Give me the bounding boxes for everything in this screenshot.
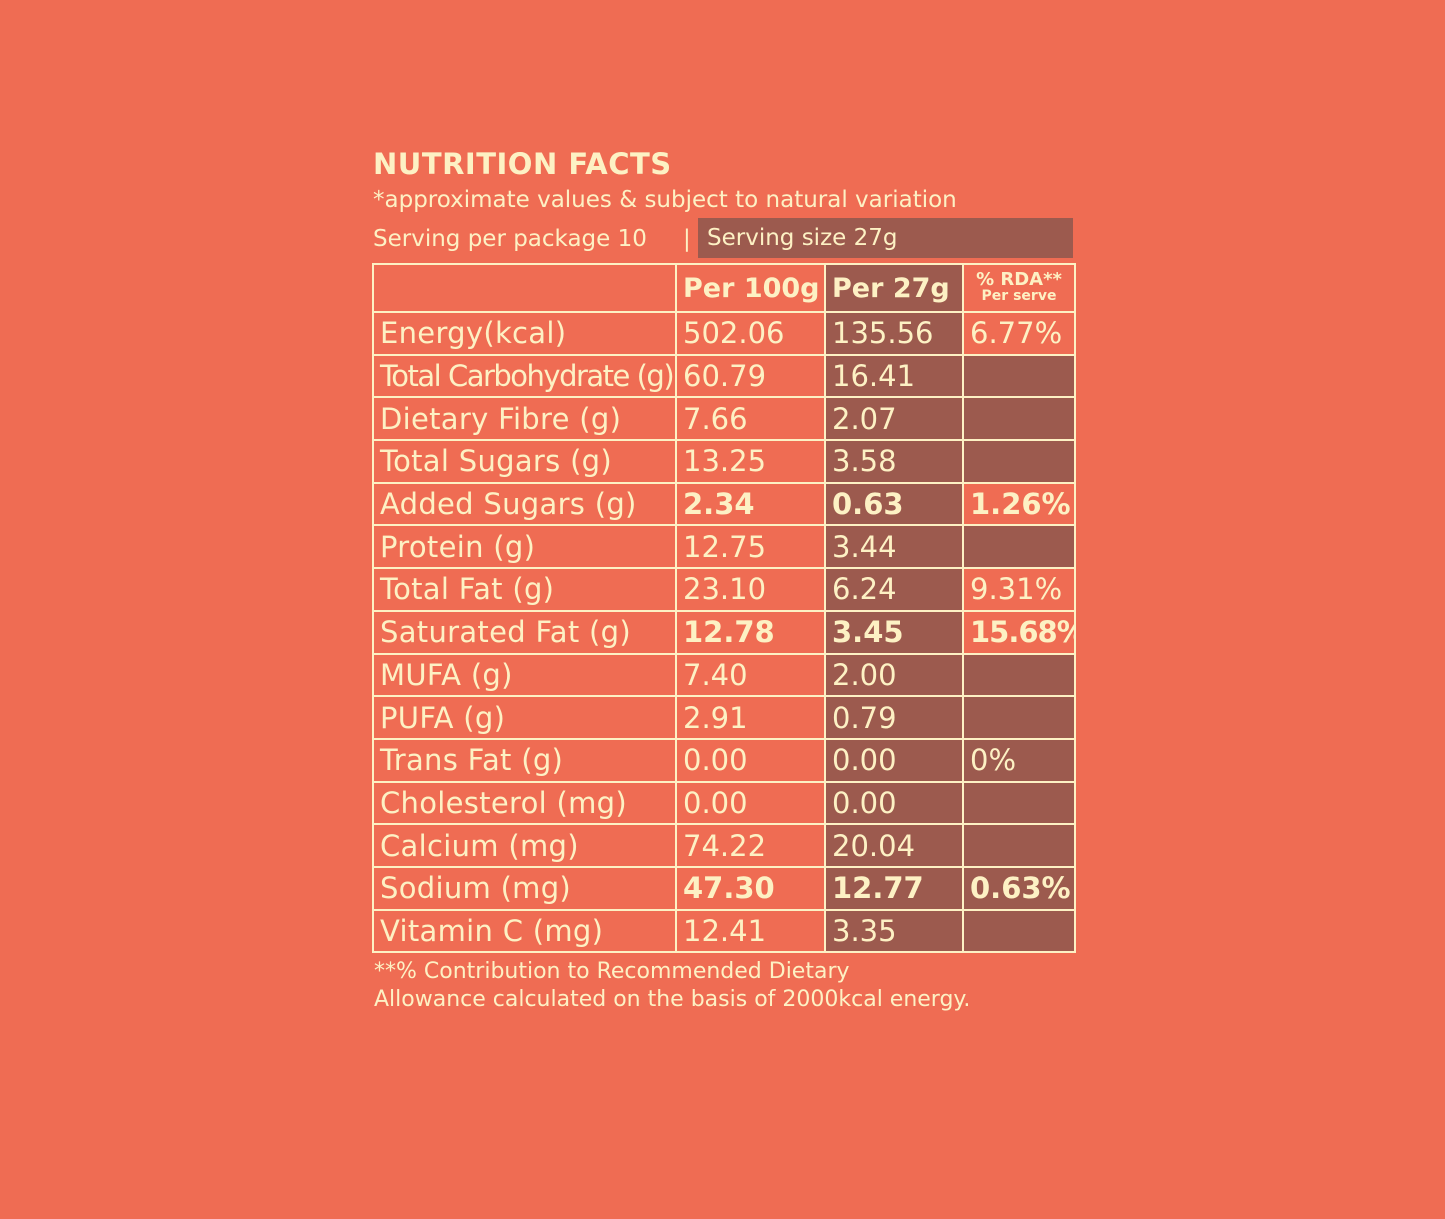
value-rda bbox=[962, 652, 1076, 698]
table-row: Saturated Fat (g) 12.78 3.45 15.68% bbox=[372, 609, 1076, 655]
value-rda bbox=[962, 823, 1076, 868]
serving-separator: | bbox=[683, 226, 691, 252]
value-per-27g: 6.24 bbox=[824, 567, 964, 612]
nutrient-name: PUFA (g) bbox=[372, 695, 677, 740]
header-per-100g: Per 100g bbox=[675, 263, 826, 313]
header-rda-label: % RDA** bbox=[976, 269, 1062, 290]
value-per-27g: 135.56 bbox=[824, 311, 964, 356]
nutrient-name: Total Fat (g) bbox=[372, 567, 677, 612]
serving-info: Serving per package 10 | Serving size 27… bbox=[372, 218, 1074, 260]
table-row: MUFA (g) 7.40 2.00 bbox=[372, 652, 1076, 698]
nutrient-name: Total Sugars (g) bbox=[372, 439, 677, 484]
nutrition-table: Per 100g Per 27g % RDA** Per serve Energ… bbox=[372, 263, 1076, 954]
table-row: Total Fat (g) 23.10 6.24 9.31% bbox=[372, 567, 1076, 612]
value-per-27g: 2.00 bbox=[824, 652, 964, 698]
subtitle-note: *approximate values & subject to natural… bbox=[373, 187, 957, 213]
value-per-27g: 3.35 bbox=[824, 908, 964, 954]
value-per-100g: 12.75 bbox=[675, 524, 826, 570]
table-row: Energy(kcal) 502.06 135.56 6.77% bbox=[372, 311, 1076, 356]
nutrient-name: Vitamin C (mg) bbox=[372, 908, 677, 954]
table-row: Dietary Fibre (g) 7.66 2.07 bbox=[372, 396, 1076, 442]
table-body: Energy(kcal) 502.06 135.56 6.77% Total C… bbox=[372, 311, 1076, 954]
header-rda: % RDA** Per serve bbox=[962, 263, 1076, 313]
value-rda: 1.26% bbox=[962, 481, 1076, 527]
value-per-27g: 0.00 bbox=[824, 780, 964, 826]
value-rda bbox=[962, 908, 1076, 954]
nutrient-name: Saturated Fat (g) bbox=[372, 609, 677, 655]
nutrient-name: Dietary Fibre (g) bbox=[372, 396, 677, 442]
table-row: Protein (g) 12.75 3.44 bbox=[372, 524, 1076, 570]
value-per-100g: 7.66 bbox=[675, 396, 826, 442]
footnote-line-2: Allowance calculated on the basis of 200… bbox=[374, 987, 971, 1012]
value-rda bbox=[962, 439, 1076, 484]
value-rda bbox=[962, 524, 1076, 570]
value-rda: 0% bbox=[962, 737, 1076, 783]
serving-per-package: Serving per package 10 bbox=[373, 226, 647, 252]
header-per-27g: Per 27g bbox=[824, 263, 964, 313]
value-rda bbox=[962, 780, 1076, 826]
table-row: Trans Fat (g) 0.00 0.00 0% bbox=[372, 737, 1076, 783]
nutrient-name: MUFA (g) bbox=[372, 652, 677, 698]
table-row: Added Sugars (g) 2.34 0.63 1.26% bbox=[372, 481, 1076, 527]
value-per-100g: 7.40 bbox=[675, 652, 826, 698]
value-per-27g: 20.04 bbox=[824, 823, 964, 868]
value-per-27g: 12.77 bbox=[824, 865, 964, 911]
value-per-100g: 60.79 bbox=[675, 353, 826, 399]
value-per-100g: 0.00 bbox=[675, 780, 826, 826]
value-rda: 0.63% bbox=[962, 865, 1076, 911]
value-per-27g: 0.00 bbox=[824, 737, 964, 783]
table-row: Vitamin C (mg) 12.41 3.35 bbox=[372, 908, 1076, 954]
value-per-100g: 2.34 bbox=[675, 481, 826, 527]
nutrient-name: Added Sugars (g) bbox=[372, 481, 677, 527]
nutrient-name: Protein (g) bbox=[372, 524, 677, 570]
value-per-27g: 2.07 bbox=[824, 396, 964, 442]
nutrient-name: Trans Fat (g) bbox=[372, 737, 677, 783]
nutrient-name: Energy(kcal) bbox=[372, 311, 677, 356]
value-per-27g: 3.45 bbox=[824, 609, 964, 655]
value-per-27g: 16.41 bbox=[824, 353, 964, 399]
value-rda bbox=[962, 396, 1076, 442]
rda-footnote: **% Contribution to Recommended Dietary … bbox=[374, 958, 970, 1014]
nutrient-name: Calcium (mg) bbox=[372, 823, 677, 868]
value-per-100g: 502.06 bbox=[675, 311, 826, 356]
value-per-100g: 0.00 bbox=[675, 737, 826, 783]
value-rda bbox=[962, 353, 1076, 399]
value-rda bbox=[962, 695, 1076, 740]
table-row: PUFA (g) 2.91 0.79 bbox=[372, 695, 1076, 740]
value-per-27g: 0.63 bbox=[824, 481, 964, 527]
value-per-100g: 2.91 bbox=[675, 695, 826, 740]
value-per-27g: 3.58 bbox=[824, 439, 964, 484]
footnote-line-1: **% Contribution to Recommended Dietary bbox=[374, 959, 850, 984]
table-row: Total Carbohydrate (g) 60.79 16.41 bbox=[372, 353, 1076, 399]
value-per-27g: 3.44 bbox=[824, 524, 964, 570]
table-row: Sodium (mg) 47.30 12.77 0.63% bbox=[372, 865, 1076, 911]
value-per-100g: 12.78 bbox=[675, 609, 826, 655]
value-per-100g: 47.30 bbox=[675, 865, 826, 911]
value-rda: 6.77% bbox=[962, 311, 1076, 356]
value-rda: 9.31% bbox=[962, 567, 1076, 612]
page-title: NUTRITION FACTS bbox=[373, 147, 672, 181]
value-rda: 15.68% bbox=[962, 609, 1076, 655]
value-per-100g: 13.25 bbox=[675, 439, 826, 484]
nutrient-name: Cholesterol (mg) bbox=[372, 780, 677, 826]
nutrient-name: Sodium (mg) bbox=[372, 865, 677, 911]
table-row: Calcium (mg) 74.22 20.04 bbox=[372, 823, 1076, 868]
table-header-row: Per 100g Per 27g % RDA** Per serve bbox=[372, 263, 1076, 313]
value-per-27g: 0.79 bbox=[824, 695, 964, 740]
serving-size: Serving size 27g bbox=[698, 218, 1073, 258]
header-rda-sublabel: Per serve bbox=[981, 288, 1057, 304]
nutrient-name: Total Carbohydrate (g) bbox=[372, 353, 677, 399]
value-per-100g: 12.41 bbox=[675, 908, 826, 954]
table-row: Total Sugars (g) 13.25 3.58 bbox=[372, 439, 1076, 484]
nutrition-facts-panel: NUTRITION FACTS *approximate values & su… bbox=[372, 146, 1076, 1012]
table-row: Cholesterol (mg) 0.00 0.00 bbox=[372, 780, 1076, 826]
header-nutrient bbox=[372, 263, 677, 313]
value-per-100g: 23.10 bbox=[675, 567, 826, 612]
value-per-100g: 74.22 bbox=[675, 823, 826, 868]
